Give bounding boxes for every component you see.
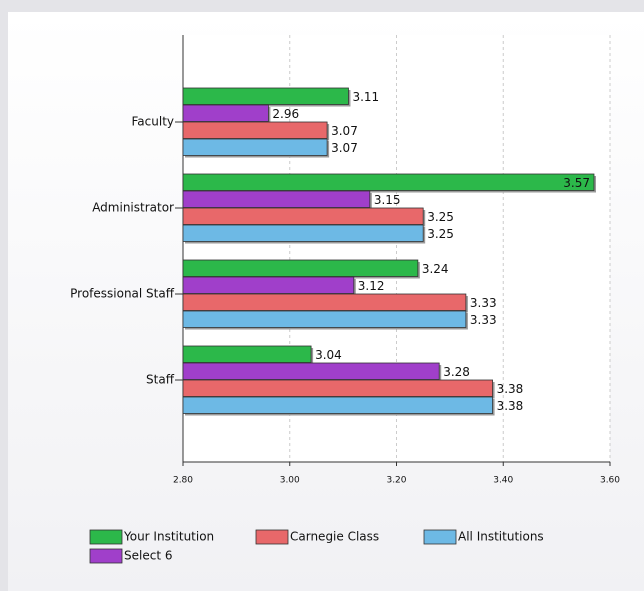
bar bbox=[182, 104, 269, 122]
value-label: 3.12 bbox=[358, 279, 385, 293]
bar bbox=[182, 379, 493, 397]
bar bbox=[182, 293, 467, 311]
legend-label: Your Institution bbox=[123, 530, 214, 544]
y-tick-label: Staff bbox=[146, 373, 175, 387]
value-label: 3.15 bbox=[374, 193, 401, 207]
x-tick-label: 3.00 bbox=[280, 476, 300, 486]
legend-label: Carnegie Class bbox=[290, 530, 379, 544]
bar bbox=[182, 259, 419, 277]
legend-label: All Institutions bbox=[458, 530, 544, 544]
x-tick-label: 3.60 bbox=[600, 476, 620, 486]
value-label: 3.11 bbox=[352, 90, 379, 104]
legend-swatch bbox=[255, 529, 289, 545]
value-label: 3.38 bbox=[497, 399, 524, 413]
value-label: 3.24 bbox=[422, 262, 449, 276]
value-label: 3.57 bbox=[563, 176, 590, 190]
value-label: 3.25 bbox=[427, 210, 454, 224]
x-tick-label: 3.40 bbox=[493, 476, 513, 486]
x-tick-label: 3.20 bbox=[386, 476, 406, 486]
value-label: 3.33 bbox=[470, 313, 497, 327]
x-tick-label: 2.80 bbox=[173, 476, 193, 486]
value-label: 3.38 bbox=[497, 382, 524, 396]
legend-swatch bbox=[89, 529, 123, 545]
bar bbox=[182, 276, 355, 294]
legend-swatch bbox=[89, 548, 123, 564]
bar bbox=[182, 345, 312, 363]
bar bbox=[182, 207, 424, 225]
bar bbox=[182, 173, 595, 191]
y-tick-label: Administrator bbox=[92, 201, 174, 215]
value-label: 2.96 bbox=[272, 107, 299, 121]
value-label: 3.28 bbox=[443, 365, 470, 379]
bar bbox=[182, 87, 349, 105]
y-tick-label: Faculty bbox=[132, 115, 175, 129]
bar bbox=[182, 396, 493, 414]
value-label: 3.25 bbox=[427, 227, 454, 241]
bar bbox=[182, 362, 440, 380]
bar bbox=[182, 138, 328, 156]
y-tick-label: Professional Staff bbox=[70, 287, 175, 301]
legend-swatch bbox=[423, 529, 457, 545]
value-label: 3.33 bbox=[470, 296, 497, 310]
bar bbox=[182, 190, 371, 208]
bar bbox=[182, 310, 467, 328]
bar bbox=[182, 224, 424, 242]
value-label: 3.07 bbox=[331, 124, 358, 138]
bar bbox=[182, 121, 328, 139]
legend-label: Select 6 bbox=[124, 549, 172, 563]
value-label: 3.04 bbox=[315, 348, 342, 362]
value-label: 3.07 bbox=[331, 141, 358, 155]
